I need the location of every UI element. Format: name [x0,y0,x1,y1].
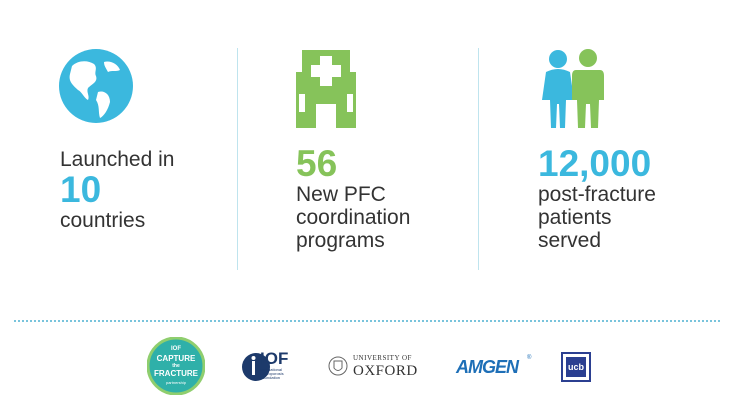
iof-sub1: International [260,367,283,372]
divider-1 [237,48,238,270]
stat-patients-label-1: post-fracture [538,183,656,206]
stat-countries-label-before: Launched in [60,148,175,171]
stats-section: Launched in 10 countries 56 New PFC coor… [59,48,656,270]
ctf-line2: FRACTURE [154,369,198,378]
hospital-icon [296,50,356,128]
capture-the-fracture-logo: IOF CAPTURE the FRACTURE partnership [147,337,205,395]
stat-patients-label-3: served [538,229,602,252]
stat-programs-number: 56 [296,143,338,184]
dotted-separator [14,320,720,322]
iof-abbr: IOF [260,349,289,368]
iof-sub2: Osteoporosis [260,371,284,376]
stat-programs-label-1: New PFC [296,183,386,206]
amgen-logo: AMGEN ® [456,355,536,379]
iof-sub3: Foundation [260,375,281,380]
stat-programs-label-3: programs [296,229,385,252]
oxford-top: UNIVERSITY OF [353,354,412,362]
oxford-logo: UNIVERSITY OF OXFORD [328,352,428,382]
patients-icon [542,49,604,128]
ucb-logo: ucb [561,352,591,382]
stat-countries-label-after: countries [60,209,146,232]
stat-patients-label-2: patients [538,206,612,229]
stat-countries-number: 10 [60,169,102,210]
stat-patients-number: 12,000 [538,143,652,184]
globe-icon [59,49,133,123]
stat-programs-label-2: coordination [296,206,411,229]
partner-logos: IOF CAPTURE the FRACTURE partnership IOF… [0,335,735,405]
ctf-line1: CAPTURE [156,354,196,363]
oxford-crest-icon [328,356,348,376]
iof-logo: IOF International Osteoporosis Foundatio… [241,350,303,384]
amgen-registered: ® [527,355,532,361]
ctf-top: IOF [171,346,181,352]
oxford-name: OXFORD [353,363,418,379]
ctf-the: the [172,363,180,369]
ucb-name: ucb [567,362,584,372]
divider-2 [478,48,479,270]
amgen-name: AMGEN [456,357,519,377]
ctf-sub: partnership [165,380,186,385]
